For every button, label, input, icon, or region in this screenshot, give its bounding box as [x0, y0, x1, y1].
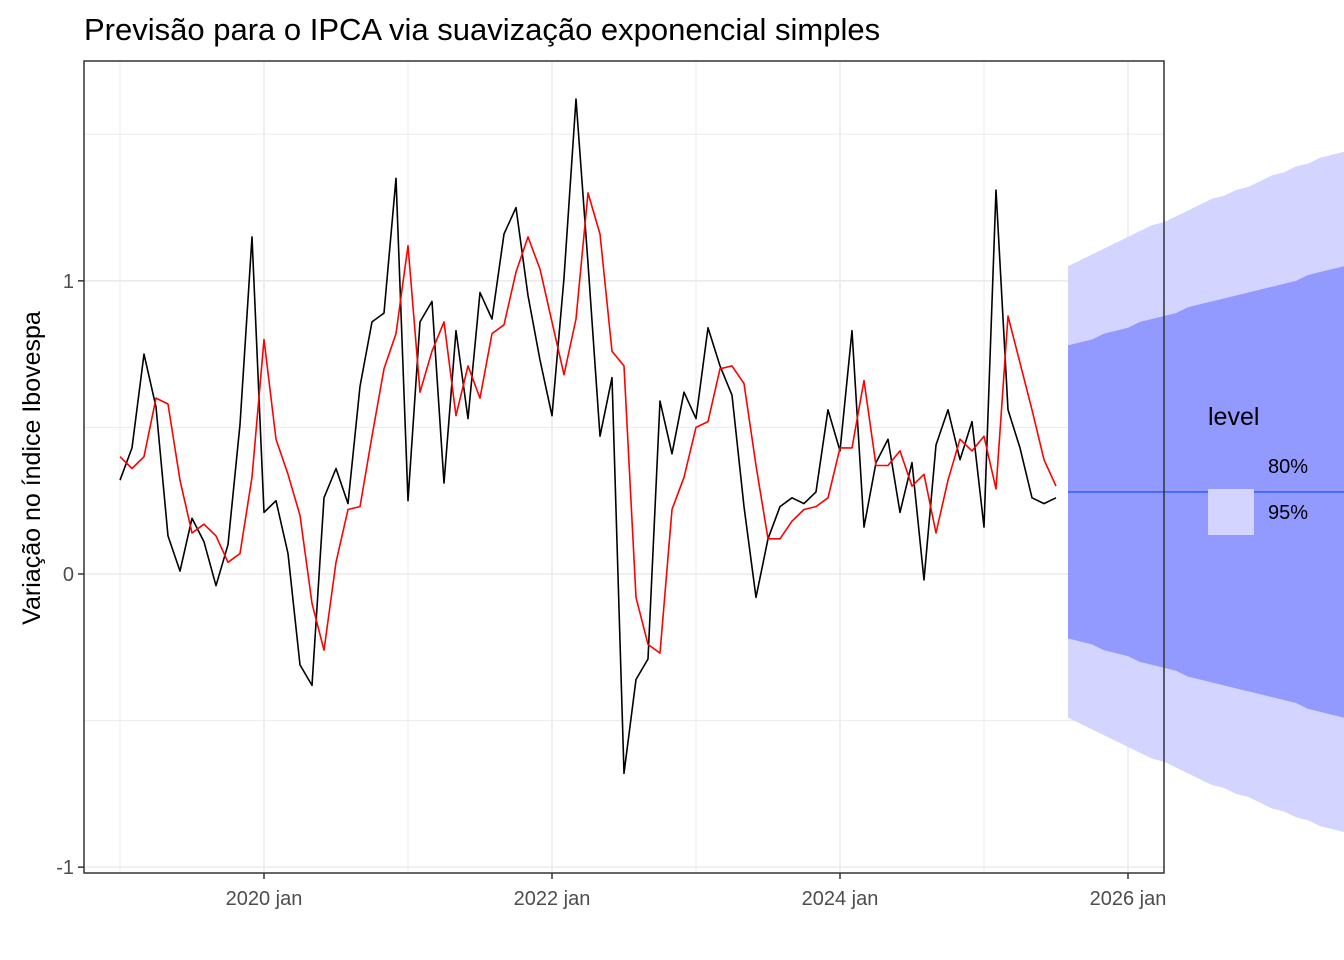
y-tick-label: -1: [56, 857, 74, 879]
series-line-1: [119, 192, 1057, 654]
legend-label: 95%: [1268, 502, 1308, 524]
legend-key-95: [1208, 489, 1254, 535]
legend-title: level: [1208, 403, 1259, 431]
legend: level 80% 95%: [1208, 403, 1308, 535]
x-tick-label: 2026 jan: [1090, 888, 1167, 910]
x-tick-label: 2020 jan: [226, 888, 303, 910]
y-tick-label: 0: [63, 564, 74, 586]
legend-key-80: [1208, 443, 1254, 489]
chart-title: Previsão para o IPCA via suavização expo…: [84, 12, 880, 47]
axis-ticks: 2020 jan 2022 jan 2024 jan 2026 jan -1 0 1: [56, 271, 1166, 910]
x-tick-label: 2022 jan: [514, 888, 591, 910]
x-tick-label: 2024 jan: [802, 888, 879, 910]
series-lines: [119, 98, 1344, 775]
y-tick-label: 1: [63, 271, 74, 293]
series-line-0: [119, 98, 1057, 775]
panel-border: [83, 60, 1165, 874]
legend-label: 80%: [1268, 456, 1308, 478]
y-axis-title: Variação no índice Ibovespa: [18, 311, 46, 625]
grid-lines: [84, 61, 1164, 873]
